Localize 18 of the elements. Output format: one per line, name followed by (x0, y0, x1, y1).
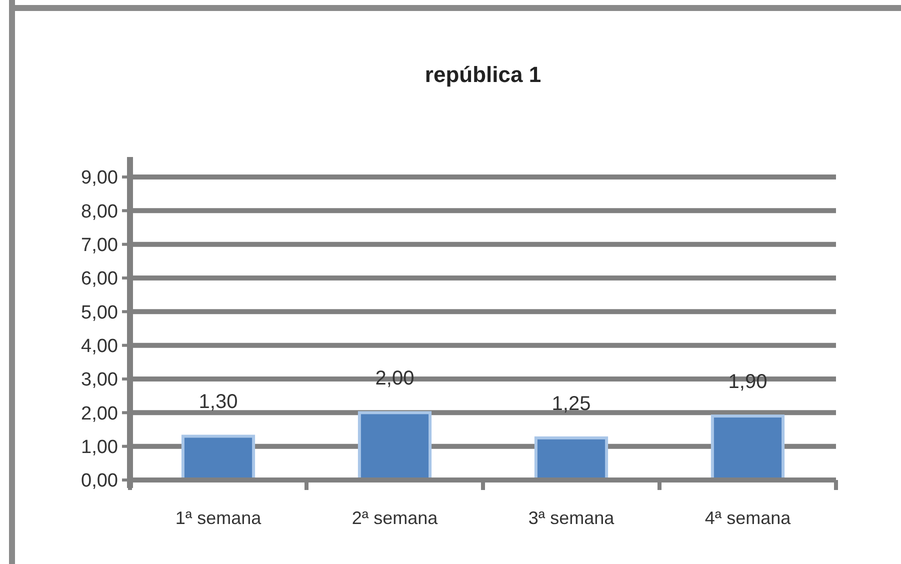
y-tick-label: 1,00 (81, 436, 118, 458)
data-label: 2,00 (375, 368, 414, 390)
y-tick-label: 4,00 (81, 336, 118, 357)
chart-title: república 1 (424, 62, 542, 87)
data-label: 1,25 (552, 392, 591, 415)
y-tick-label: 0,00 (81, 470, 118, 492)
x-tick-label: 2ª semana (352, 508, 439, 528)
y-tick-label: 7,00 (81, 234, 118, 256)
y-tick-label: 6,00 (81, 268, 118, 290)
y-tick-label: 3,00 (81, 370, 118, 391)
x-tick-label: 3ª semana (528, 508, 616, 528)
y-tick-label: 8,00 (81, 201, 118, 222)
y-tick-label: 2,00 (81, 403, 118, 424)
x-tick-label: 1ª semana (175, 508, 262, 528)
y-tick-label: 5,00 (81, 302, 118, 324)
y-tick-label: 9,00 (81, 168, 118, 189)
x-tick-label: 4ª semana (704, 508, 792, 528)
data-label: 1,30 (198, 391, 238, 414)
